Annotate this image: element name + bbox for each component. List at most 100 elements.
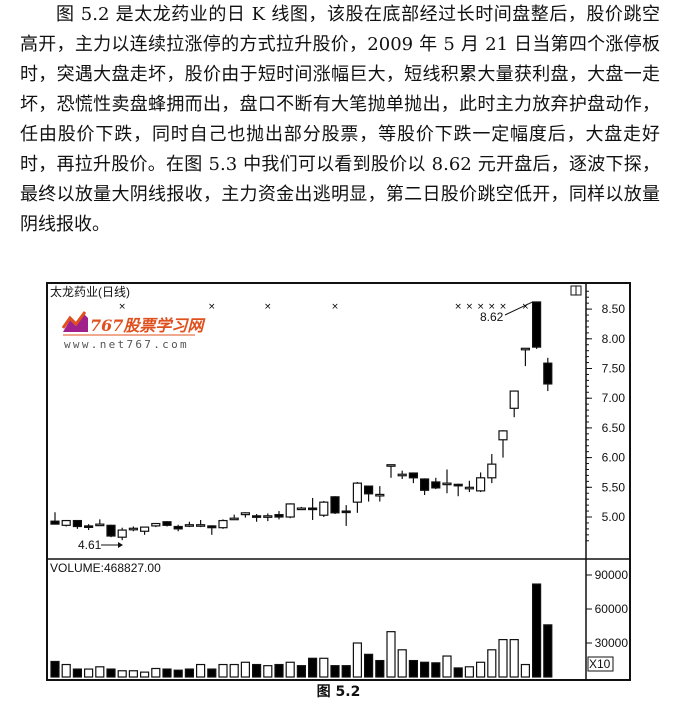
volume-bar-up xyxy=(218,663,228,678)
candle-up xyxy=(319,501,329,516)
price-tick-label: 6.00 xyxy=(602,451,626,465)
chart-title: 太龙药业(日线) xyxy=(50,284,130,299)
candle-up xyxy=(520,347,531,351)
candle-up xyxy=(487,463,497,479)
candle-up xyxy=(375,493,385,497)
watermark-logo: 767股票学习网 www.net767.com xyxy=(61,311,206,351)
candle-down xyxy=(408,472,418,479)
volume-bar-up xyxy=(128,670,138,678)
price-tick-label: 7.50 xyxy=(602,362,626,376)
candle-down xyxy=(72,519,83,528)
volume-label: VOLUME:468827.00 xyxy=(50,561,161,575)
candle-down xyxy=(431,481,441,489)
volume-bar-up xyxy=(285,661,295,678)
candle-up xyxy=(285,503,295,518)
low-price-arrowhead xyxy=(118,542,123,548)
panel-toggle-icon[interactable] xyxy=(570,285,582,296)
volume-tick-label: 60000 xyxy=(595,602,629,616)
price-tick-label: 5.00 xyxy=(602,510,626,524)
volume-bar-down xyxy=(252,663,262,678)
volume-bar-down xyxy=(420,661,430,678)
marker-x: × xyxy=(264,302,272,312)
marker-x: × xyxy=(522,302,530,312)
volume-bar-down xyxy=(162,668,172,678)
candle-up xyxy=(128,527,138,531)
candle-down xyxy=(330,496,340,514)
markers: × × × × × × × × × × xyxy=(118,302,529,312)
volume-bar-up xyxy=(229,663,239,678)
volume-bar-up xyxy=(464,666,474,678)
marker-x: × xyxy=(454,302,462,312)
candle-up xyxy=(442,482,452,486)
candle-up xyxy=(95,523,105,527)
volume-bar-down xyxy=(330,665,340,678)
candle-up xyxy=(140,526,150,532)
candle-down xyxy=(420,478,430,491)
volume-bar-down xyxy=(72,668,83,678)
candle-up xyxy=(151,522,161,527)
candle-down xyxy=(308,507,318,511)
volume-bar-up xyxy=(240,661,250,678)
price-tick-label: 5.50 xyxy=(602,480,626,494)
candle-up xyxy=(296,507,306,511)
multiplier-box xyxy=(587,656,614,672)
candle-down xyxy=(50,520,60,525)
volume-bar-down xyxy=(308,657,318,678)
logo-text: 767股票学习网 xyxy=(90,316,206,335)
candle-down xyxy=(207,525,217,529)
volume-bar-up xyxy=(117,670,127,678)
annotations: 8.62 4.61 xyxy=(78,301,533,552)
volume-bar-up xyxy=(83,668,94,678)
volume-bar-up xyxy=(61,663,71,678)
candle-down xyxy=(173,525,183,530)
figure-caption: 图 5.2 xyxy=(316,684,361,700)
volume-bar-down xyxy=(207,668,217,678)
volume-bar-down xyxy=(531,583,542,678)
candle-down xyxy=(543,362,553,385)
candle-up xyxy=(509,390,519,409)
chart-frame xyxy=(46,282,631,681)
candle-down xyxy=(162,521,172,526)
candle-up xyxy=(397,473,407,477)
high-price-pointer xyxy=(504,301,533,316)
volume-bar-up xyxy=(520,663,531,678)
volume-bar-down xyxy=(296,665,306,678)
low-price-label: 4.61 xyxy=(78,538,102,552)
volume-bar-up xyxy=(397,649,407,678)
volume-bar-down xyxy=(364,653,374,678)
marker-x: × xyxy=(331,302,339,312)
volume-bar-up xyxy=(151,667,161,678)
logo-url: www.net767.com xyxy=(64,338,189,351)
candle-down xyxy=(106,524,116,537)
volume-bar-down xyxy=(184,668,194,678)
volume-bar-down xyxy=(375,659,385,678)
marker-x: × xyxy=(488,302,496,312)
body-paragraph: 图 5.2 是太龙药业的日 K 线图，该股在底部经过长时间盘整后，股价跳空高开，… xyxy=(20,4,660,235)
candles xyxy=(50,301,553,541)
candle-up xyxy=(386,464,396,467)
candle-up xyxy=(476,477,486,492)
candle-down xyxy=(341,510,351,514)
marker-x: × xyxy=(118,302,126,312)
marker-x: × xyxy=(466,302,474,312)
price-axis: 8.50 8.00 7.50 7.00 6.50 6.00 5.50 5.00 xyxy=(586,290,626,542)
volume-bar-up xyxy=(476,661,486,678)
marker-x: × xyxy=(208,302,216,312)
candle-up xyxy=(61,519,71,526)
candle-down xyxy=(274,514,284,518)
volume-bar-up xyxy=(509,638,519,678)
price-tick-label: 7.00 xyxy=(602,391,626,405)
candle-up xyxy=(196,524,206,527)
volume-tick-label: 30000 xyxy=(595,636,629,650)
candle-up xyxy=(263,515,273,518)
volume-bar-down xyxy=(341,665,351,678)
volume-bar-up xyxy=(487,649,497,678)
volume-tick-label: 90000 xyxy=(595,568,629,582)
price-tick-label: 8.50 xyxy=(602,302,626,316)
candle-down xyxy=(364,485,374,495)
candle-down xyxy=(252,515,262,518)
candle-down xyxy=(531,301,542,348)
candle-up xyxy=(229,517,239,521)
candle-up xyxy=(240,512,250,516)
marker-x: × xyxy=(477,302,485,312)
